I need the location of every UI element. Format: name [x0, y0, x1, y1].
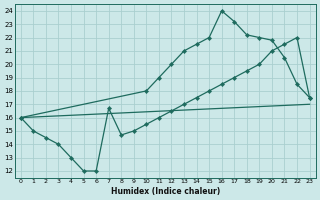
- X-axis label: Humidex (Indice chaleur): Humidex (Indice chaleur): [111, 187, 220, 196]
